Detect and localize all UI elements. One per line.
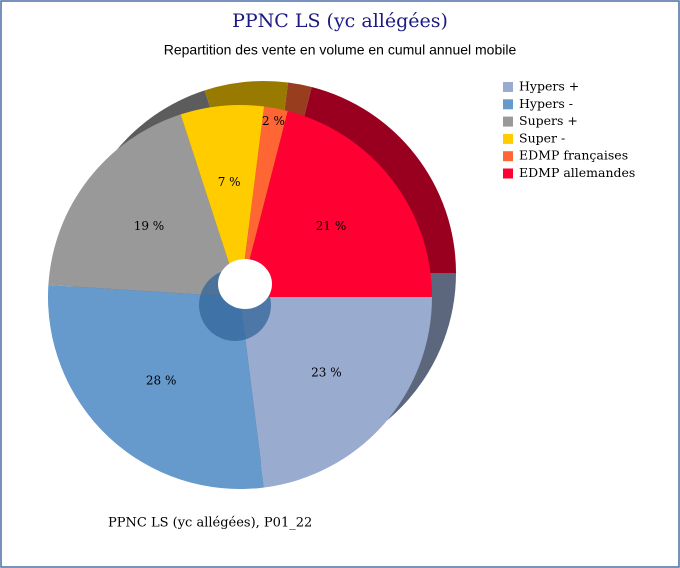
slice	[240, 106, 288, 297]
data-label: 7 %	[218, 175, 241, 189]
data-label: 28 %	[146, 373, 177, 387]
data-label: 21 %	[316, 219, 347, 233]
slice	[48, 284, 265, 489]
chart-subtitle: Repartition des vente en volume en cumul…	[164, 42, 517, 58]
slice	[180, 105, 265, 297]
legend-label: Hypers -	[519, 96, 573, 111]
slice	[240, 297, 432, 488]
slice	[48, 114, 240, 297]
legend-label: EDMP françaises	[519, 148, 628, 163]
legend-swatch	[503, 99, 513, 110]
hole	[218, 259, 272, 309]
chart-title: PPNC LS (yc allégées)	[232, 10, 448, 32]
legend-swatch	[503, 116, 513, 127]
slice	[240, 111, 432, 297]
data-label: 19 %	[134, 219, 165, 233]
legend-label: Super -	[519, 130, 565, 145]
legend-label: Hypers +	[519, 79, 579, 94]
footer: PPNC LS (yc allégées), P01_22	[108, 516, 312, 531]
data-label: 23 %	[311, 366, 342, 380]
legend-swatch	[503, 168, 513, 179]
legend-swatch	[503, 133, 513, 144]
legend-swatch	[503, 82, 513, 92]
legend-swatch	[503, 151, 513, 162]
legend-label: EDMP allemandes	[519, 165, 635, 180]
data-label: 2 %	[262, 114, 285, 128]
legend-label: Supers +	[519, 113, 578, 128]
